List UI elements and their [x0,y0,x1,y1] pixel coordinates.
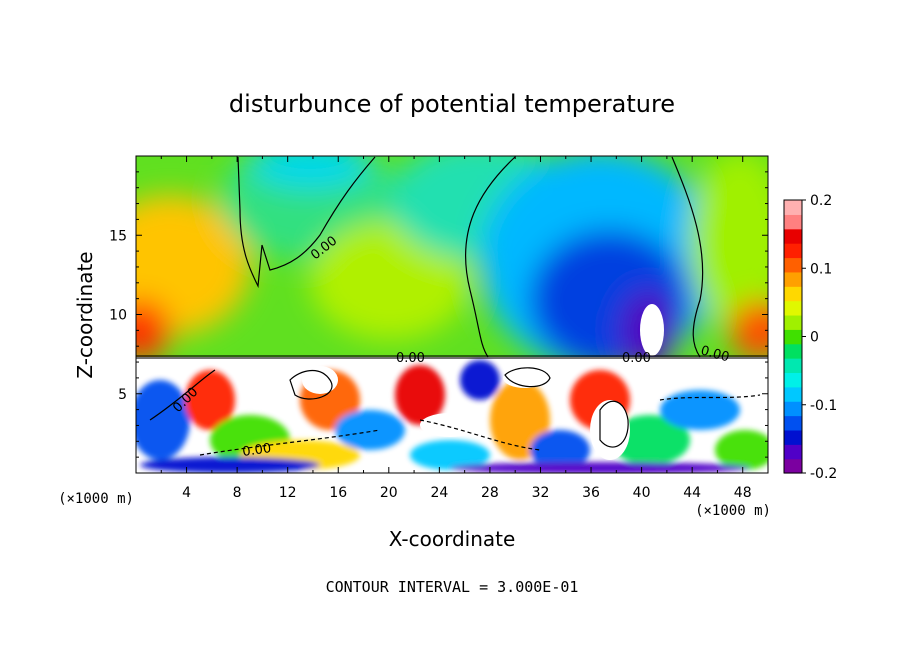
turbulent-blobs [136,360,768,473]
colorbar-tick-label: 0.2 [810,193,832,209]
colorbar-band [784,300,802,316]
cool-region-top [250,156,370,190]
blob [660,390,740,430]
contour-line [289,370,333,400]
blob [610,415,690,465]
contour-line [149,369,216,421]
colorbar-band [784,314,802,330]
y-tick-label: 10 [109,308,127,324]
y-tick-label: 15 [109,228,127,244]
colorbar-band [784,329,802,345]
x-unit-right: (×1000 m) [695,503,771,519]
contour-line [599,400,629,448]
interface-line [136,355,768,359]
y-tick-label: 5 [118,387,127,403]
contour-label: 0.00 [622,351,651,366]
blob [395,365,445,425]
blob [335,410,405,450]
white-plume [640,304,664,356]
y-axis-label: Z-coordinate [73,251,97,378]
colorbar-band [784,458,802,474]
contour-label: 0.00 [241,441,272,460]
x-axis-label: X-coordinate [389,527,516,551]
colorbar-band [784,401,802,417]
x-tick-label: 28 [481,485,499,501]
colorbar-tick-label: 0.1 [810,261,832,277]
contour-line-zero [237,156,376,289]
x-unit-left: (×1000 m) [58,491,134,507]
contour-line-dashed [419,419,541,451]
warm-region-right [690,156,768,330]
white-patch [302,366,338,394]
colorbar-tick-label: -0.2 [810,466,837,482]
colorbar-band [784,243,802,259]
colorbar-band [784,214,802,230]
colorbar-band [784,271,802,287]
x-tick-label: 36 [582,485,600,501]
x-tick-label: 16 [329,485,347,501]
x-tick-label: 24 [430,485,448,501]
contour-line-dashed [199,429,381,456]
colorbar [784,200,802,474]
plot-area [136,156,768,473]
hot-region-right [730,300,768,360]
x-tick-label: 12 [279,485,297,501]
blob [185,370,235,430]
hot-region-left [136,300,170,360]
x-tick-label: 20 [380,485,398,501]
warm-region-left [136,195,250,335]
turbulent-layer [136,355,768,473]
colorbar-tick-label: -0.1 [810,398,837,414]
colorbar-ticks: 0.2 0.1 0 -0.1 -0.2 [802,193,837,482]
blob [530,430,590,470]
x-tick-label: 32 [532,485,550,501]
blob [140,457,320,473]
warm-region-middle [310,220,470,340]
x-axis-ticks: 4 8 12 16 20 24 28 32 36 40 44 48 [160,156,752,501]
colorbar-band [784,343,802,359]
white-patch [420,413,480,437]
contour-label: 0.00 [396,351,425,366]
x-tick-label: 40 [633,485,651,501]
colorbar-band [784,386,802,402]
contour-line [504,367,551,388]
colorbar-band [784,444,802,460]
colorbar-band [784,429,802,445]
contours [149,156,761,456]
contour-line-zero [671,156,704,358]
blob [136,380,190,460]
colorbar-band [784,200,802,215]
blob [410,440,490,470]
colorbar-band [784,228,802,244]
blob [450,462,750,473]
colorbar-band [784,415,802,431]
x-tick-label: 8 [233,485,242,501]
contour-line-zero [465,156,516,358]
colorbar-band [784,286,802,302]
upper-field [136,156,768,370]
colorbar-band [784,257,802,273]
blob [715,430,768,470]
x-tick-label: 4 [182,485,191,501]
contour-interval-note: CONTOUR INTERVAL = 3.000E-01 [326,578,579,596]
x-tick-label: 44 [683,485,701,501]
colorbar-band [784,372,802,388]
blob [460,360,500,400]
y-axis-ticks: 5 10 15 [109,171,768,458]
colorbar-band [784,358,802,374]
chart-title: disturbunce of potential temperature [229,90,675,118]
x-tick-label: 48 [734,485,752,501]
colorbar-tick-label: 0 [810,330,819,346]
contour-label: 0.00 [699,343,731,365]
contour-line-dashed [659,394,761,401]
